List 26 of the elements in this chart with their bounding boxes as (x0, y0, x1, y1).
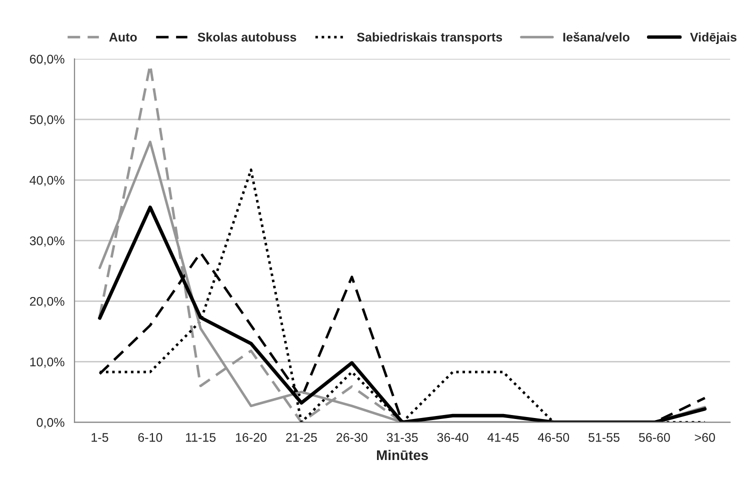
legend-label: Vidējais (690, 32, 736, 44)
x-tick-label: 21-25 (286, 433, 317, 442)
x-tick-label: 26-30 (336, 433, 368, 442)
y-tick-label: 60,0% (30, 54, 64, 66)
x-tick-label: 46-50 (538, 433, 570, 442)
x-tick-label: 51-55 (588, 433, 620, 442)
x-tick-label: >60 (694, 433, 715, 442)
legend-label: Skolas autobuss (198, 32, 296, 42)
x-tick-label: 6-10 (138, 433, 162, 442)
x-tick-label: 11-15 (186, 433, 216, 442)
x-tick-label: 41-45 (487, 433, 519, 442)
x-tick-label: 31-35 (386, 433, 418, 442)
x-tick-label: 1-5 (92, 433, 108, 442)
x-tick-label: 56-60 (638, 433, 670, 442)
x-axis-title: Minūtes (376, 450, 428, 460)
y-tick-label: 40,0% (30, 176, 64, 186)
y-tick-label: 50,0% (30, 115, 64, 126)
x-tick-label: 16-20 (236, 433, 267, 442)
y-tick-label: 20,0% (30, 296, 64, 308)
y-tick-label: 0,0% (36, 418, 64, 428)
legend-label: Auto (109, 32, 137, 42)
legend-label: Sabiedriskais transports (357, 32, 502, 44)
legend-label: Iešana/velo (563, 32, 630, 42)
x-tick-label: 36-40 (437, 433, 468, 442)
y-tick-label: 10,0% (30, 358, 64, 368)
y-tick-label: 30,0% (30, 236, 64, 247)
